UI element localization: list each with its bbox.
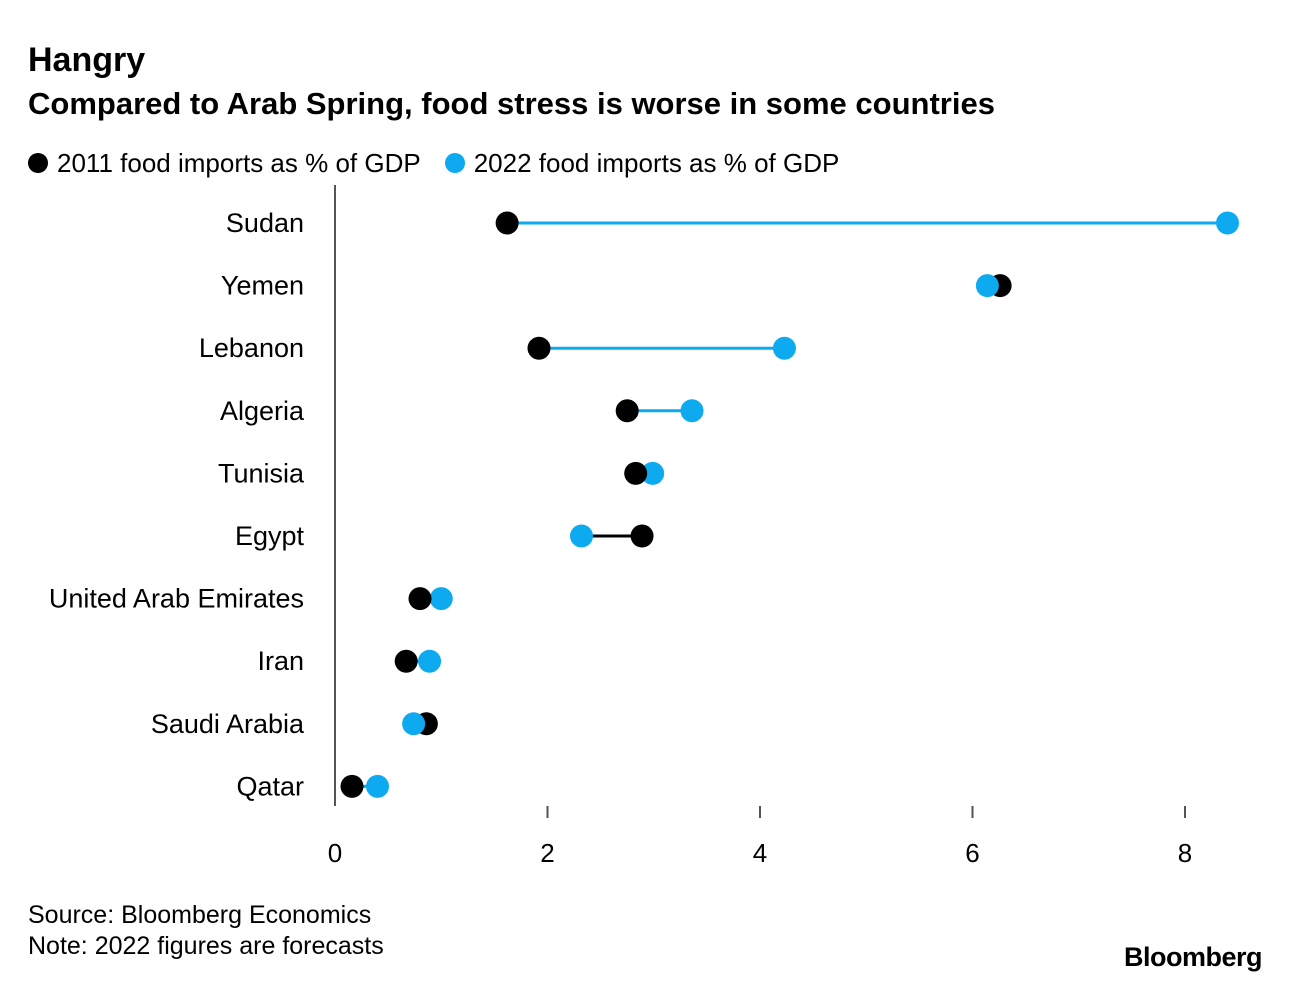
dot-2022-sudan: [1216, 211, 1239, 235]
category-label-yemen: Yemen: [221, 271, 304, 301]
dot-2022-yemen: [975, 274, 999, 298]
dot-2011-tunisia: [624, 461, 648, 485]
dot-2022-saudi-arabia: [402, 712, 426, 736]
bloomberg-logo: Bloomberg: [1123, 942, 1263, 972]
legend-label-2011: 2011 food imports as % of GDP: [57, 148, 421, 178]
legend-swatch-2011: [28, 153, 48, 173]
category-label-algeria: Algeria: [220, 396, 305, 426]
legend: 2011 food imports as % of GDP 2022 food …: [28, 146, 863, 180]
legend-item-2011: 2011 food imports as % of GDP: [28, 146, 421, 180]
dot-2011-united-arab-emirates: [408, 587, 432, 611]
dot-2022-united-arab-emirates: [429, 587, 453, 611]
dot-2011-lebanon: [527, 336, 551, 360]
dot-2011-algeria: [615, 399, 639, 423]
legend-label-2022: 2022 food imports as % of GDP: [473, 148, 840, 178]
dot-2022-iran: [418, 649, 442, 673]
category-label-saudi-arabia: Saudi Arabia: [151, 709, 305, 739]
dot-2011-iran: [394, 649, 418, 673]
forecast-note: Note: 2022 figures are forecasts: [28, 932, 384, 960]
chart-subtitle: Compared to Arab Spring, food stress is …: [28, 86, 995, 121]
dot-2011-qatar: [340, 774, 364, 798]
legend-swatch-2022: [444, 153, 465, 173]
x-tick-label-0: 0: [328, 838, 342, 868]
dot-2022-algeria: [680, 399, 704, 423]
category-label-egypt: Egypt: [235, 521, 305, 551]
category-label-lebanon: Lebanon: [199, 333, 304, 363]
x-tick-label-8: 8: [1178, 838, 1192, 868]
legend-item-2022: 2022 food imports as % of GDP: [444, 146, 840, 180]
category-label-tunisia: Tunisia: [218, 458, 305, 488]
dot-2011-sudan: [495, 211, 519, 235]
category-label-sudan: Sudan: [226, 208, 304, 238]
chart-title: Hangry: [28, 41, 146, 79]
footer: Source: Bloomberg Economics Note: 2022 f…: [28, 900, 384, 962]
x-tick-label-6: 6: [965, 838, 979, 868]
dot-2022-qatar: [366, 774, 389, 798]
source-note: Source: Bloomberg Economics: [28, 901, 372, 929]
dot-2022-lebanon: [772, 336, 796, 360]
category-label-united-arab-emirates: United Arab Emirates: [49, 584, 304, 614]
dot-2022-egypt: [570, 524, 593, 548]
dot-2011-egypt: [630, 524, 654, 548]
x-tick-label-2: 2: [540, 838, 554, 868]
dot-2022-tunisia: [641, 461, 665, 485]
category-label-iran: Iran: [257, 646, 304, 676]
x-tick-label-4: 4: [753, 838, 767, 868]
category-label-qatar: Qatar: [236, 771, 304, 801]
